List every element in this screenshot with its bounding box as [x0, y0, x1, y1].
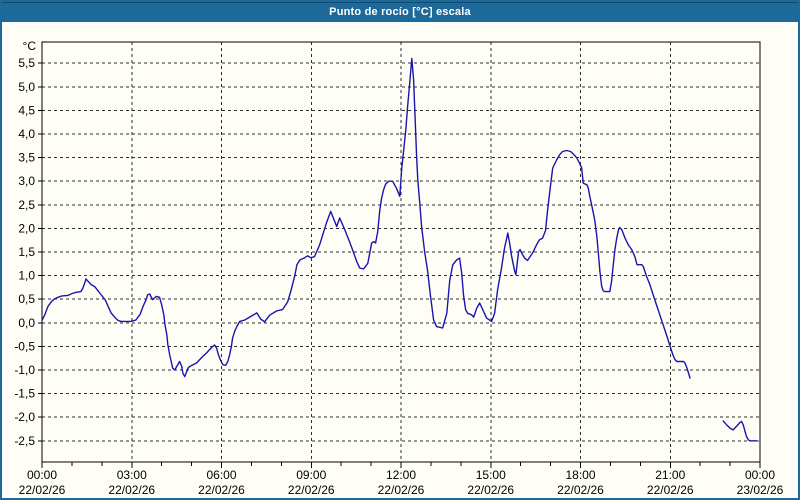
x-tick-date-label: 22/02/26 — [378, 483, 425, 497]
y-tick-label: 3,5 — [18, 151, 35, 165]
y-tick-label: 2,0 — [18, 221, 35, 235]
x-tick-date-label: 22/02/26 — [19, 483, 66, 497]
y-tick-label: 4,0 — [18, 127, 35, 141]
y-tick-label: -1,0 — [14, 363, 35, 377]
y-tick-label: 5,5 — [18, 56, 35, 70]
x-tick-time-label: 00:00 — [27, 468, 57, 482]
y-tick-label: 4,5 — [18, 103, 35, 117]
x-tick-date-label: 22/02/26 — [647, 483, 694, 497]
x-tick-time-label: 18:00 — [565, 468, 595, 482]
x-tick-date-label: 23/02/26 — [737, 483, 784, 497]
x-tick-time-label: 09:00 — [296, 468, 326, 482]
y-tick-label: 0,5 — [18, 292, 35, 306]
window-title: Punto de rocío [°C] escala — [329, 6, 471, 18]
dew-point-line — [41, 57, 691, 379]
x-tick-time-label: 21:00 — [655, 468, 685, 482]
y-tick-label: 5,0 — [18, 80, 35, 94]
y-tick-label: -0,5 — [14, 339, 35, 353]
x-tick-date-label: 22/02/26 — [198, 483, 245, 497]
x-tick-time-label: 12:00 — [386, 468, 416, 482]
y-tick-label: -1,5 — [14, 387, 35, 401]
y-tick-label: 3,0 — [18, 174, 35, 188]
x-tick-time-label: 06:00 — [206, 468, 236, 482]
y-axis-unit-label: °C — [23, 39, 37, 53]
plot-border — [41, 41, 761, 463]
y-tick-label: 2,5 — [18, 198, 35, 212]
x-tick-date-label: 22/02/26 — [557, 483, 604, 497]
y-tick-label: 1,5 — [18, 245, 35, 259]
dew-point-line — [722, 420, 758, 442]
x-tick-date-label: 22/02/26 — [288, 483, 335, 497]
title-bar: Punto de rocío [°C] escala — [2, 2, 798, 22]
y-tick-label: -2,5 — [14, 434, 35, 448]
y-tick-label: 1,0 — [18, 269, 35, 283]
x-tick-time-label: 15:00 — [476, 468, 506, 482]
x-tick-date-label: 22/02/26 — [467, 483, 514, 497]
y-tick-label: 0,0 — [18, 316, 35, 330]
x-tick-time-label: 00:00 — [745, 468, 775, 482]
x-tick-time-label: 03:00 — [117, 468, 147, 482]
y-tick-label: -2,0 — [14, 410, 35, 424]
x-tick-date-label: 22/02/26 — [108, 483, 155, 497]
